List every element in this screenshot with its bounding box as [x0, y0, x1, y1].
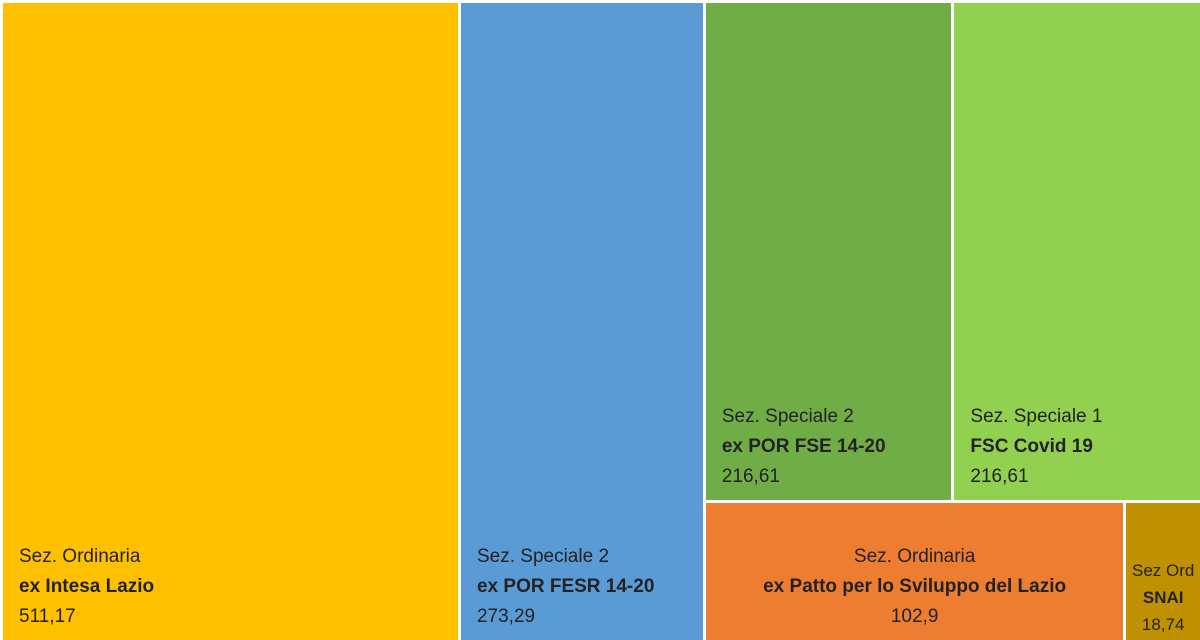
- tile-value-label: 216,61: [970, 465, 1029, 487]
- tile: Sez. Speciale 2 ex POR FSE 14-20 216,61: [705, 3, 952, 500]
- tile-label: Sez Ord SNAI 18,74: [1130, 557, 1196, 638]
- tile: Sez. Speciale 1 FSC Covid 19 216,61: [954, 3, 1200, 500]
- tile-value-label: 216,61: [721, 465, 780, 487]
- tile-section: Sez. Speciale 2: [476, 546, 610, 567]
- tile-name: ex Intesa Lazio: [19, 576, 155, 597]
- tile-name: ex Patto per lo Sviluppo del Lazio: [763, 575, 1067, 597]
- tile-name: FSC Covid 19: [970, 435, 1093, 457]
- tile-label: Sez. Speciale 1 FSC Covid 19 216,61: [970, 402, 1192, 492]
- tile-name: SNAI: [1142, 587, 1184, 607]
- tile-name: ex POR FSE 14-20: [721, 435, 886, 457]
- tile-label: Sez. Speciale 2 ex POR FSE 14-20 216,61: [722, 402, 944, 492]
- tile-section: Sez. Ordinaria: [853, 545, 976, 567]
- tile-label: Sez. Ordinaria ex Intesa Lazio 511,17: [19, 542, 450, 632]
- tile-section: Sez. Speciale 1: [970, 405, 1103, 427]
- tile-value-label: 102,9: [890, 605, 939, 627]
- tile-section: Sez. Ordinaria: [19, 546, 141, 567]
- tile-section: Sez Ord: [1132, 560, 1195, 580]
- tile-value-label: 273,29: [476, 606, 536, 627]
- tile: Sez. Ordinaria ex Patto per lo Sviluppo d…: [705, 502, 1124, 640]
- tile: Sez Ord SNAI 18,74: [1126, 502, 1200, 640]
- tile-label: Sez. Ordinaria ex Patto per lo Sviluppo d…: [710, 542, 1120, 632]
- tile: Sez. Ordinaria ex Intesa Lazio 511,17: [3, 3, 458, 640]
- tile-section: Sez. Speciale 2: [721, 405, 854, 427]
- tile-value-label: 18,74: [1141, 614, 1185, 634]
- tile-label: Sez. Speciale 2 ex POR FESR 14-20 273,29: [477, 542, 695, 632]
- tile: Sez. Speciale 2 ex POR FESR 14-20 273,29: [460, 3, 703, 640]
- tile-value-label: 511,17: [19, 606, 76, 627]
- tile-name: ex POR FESR 14-20: [476, 576, 655, 597]
